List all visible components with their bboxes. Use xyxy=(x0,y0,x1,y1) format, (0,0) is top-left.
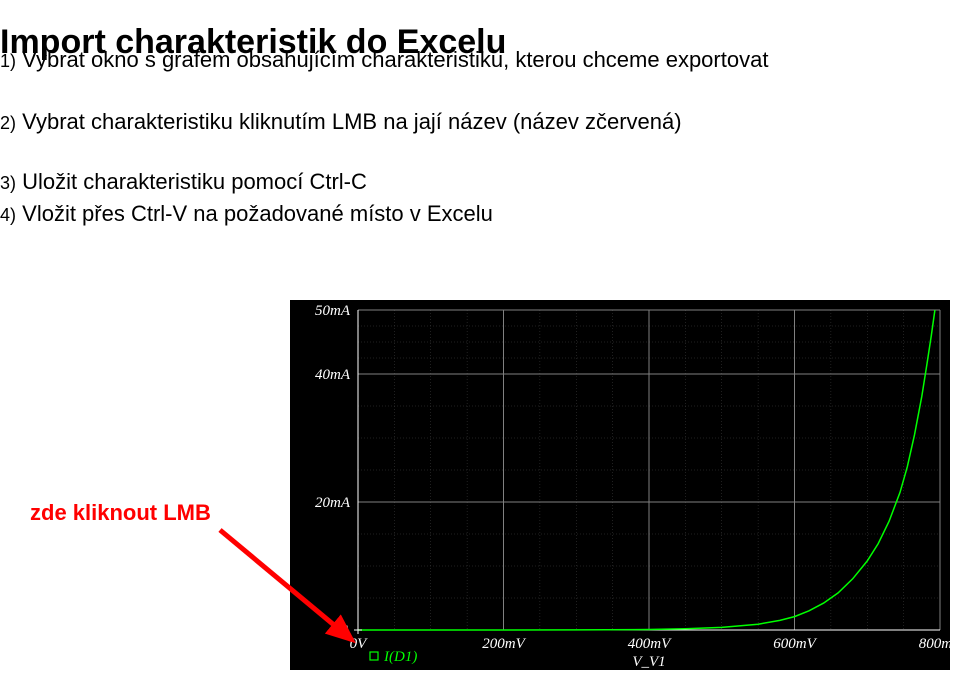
step-3-num: 3) xyxy=(0,173,16,193)
svg-text:I(D1): I(D1) xyxy=(383,649,417,665)
svg-text:40mA: 40mA xyxy=(315,367,351,383)
step-4-num: 4) xyxy=(0,205,16,225)
svg-text:400mV: 400mV xyxy=(628,636,672,652)
step-3: 3) Uložit charakteristiku pomocí Ctrl-C xyxy=(0,168,367,197)
svg-text:50mA: 50mA xyxy=(315,303,351,319)
step-2-text: Vybrat charakteristiku kliknutím LMB na … xyxy=(22,109,681,134)
step-2: 2) Vybrat charakteristiku kliknutím LMB … xyxy=(0,108,682,137)
svg-text:0V: 0V xyxy=(350,636,369,652)
chart-svg: 0A 20mA 40mA 50mA 0V 200mV 400mV 600mV 800mV I(D1… xyxy=(290,300,950,670)
svg-text:800mV: 800mV xyxy=(919,636,950,652)
step-3-text: Uložit charakteristiku pomocí Ctrl-C xyxy=(22,169,367,194)
step-4-text: Vložit přes Ctrl-V na požadované místo v… xyxy=(22,201,493,226)
spice-chart: 0A 20mA 40mA 50mA 0V 200mV 400mV 600mV 800mV I(D1… xyxy=(290,300,950,670)
step-4: 4) Vložit přes Ctrl-V na požadované míst… xyxy=(0,200,493,229)
step-1: 1) Vybrat okno s grafem obsahujícím char… xyxy=(0,46,768,75)
svg-text:600mV: 600mV xyxy=(773,636,817,652)
svg-text:0A: 0A xyxy=(333,623,351,639)
svg-text:20mA: 20mA xyxy=(315,495,351,511)
lmb-click-label: zde kliknout LMB xyxy=(30,500,211,526)
step-2-num: 2) xyxy=(0,113,16,133)
svg-text:V_V1: V_V1 xyxy=(632,654,665,670)
step-1-num: 1) xyxy=(0,51,16,71)
step-1-text: Vybrat okno s grafem obsahujícím charakt… xyxy=(22,47,768,72)
svg-text:200mV: 200mV xyxy=(482,636,526,652)
